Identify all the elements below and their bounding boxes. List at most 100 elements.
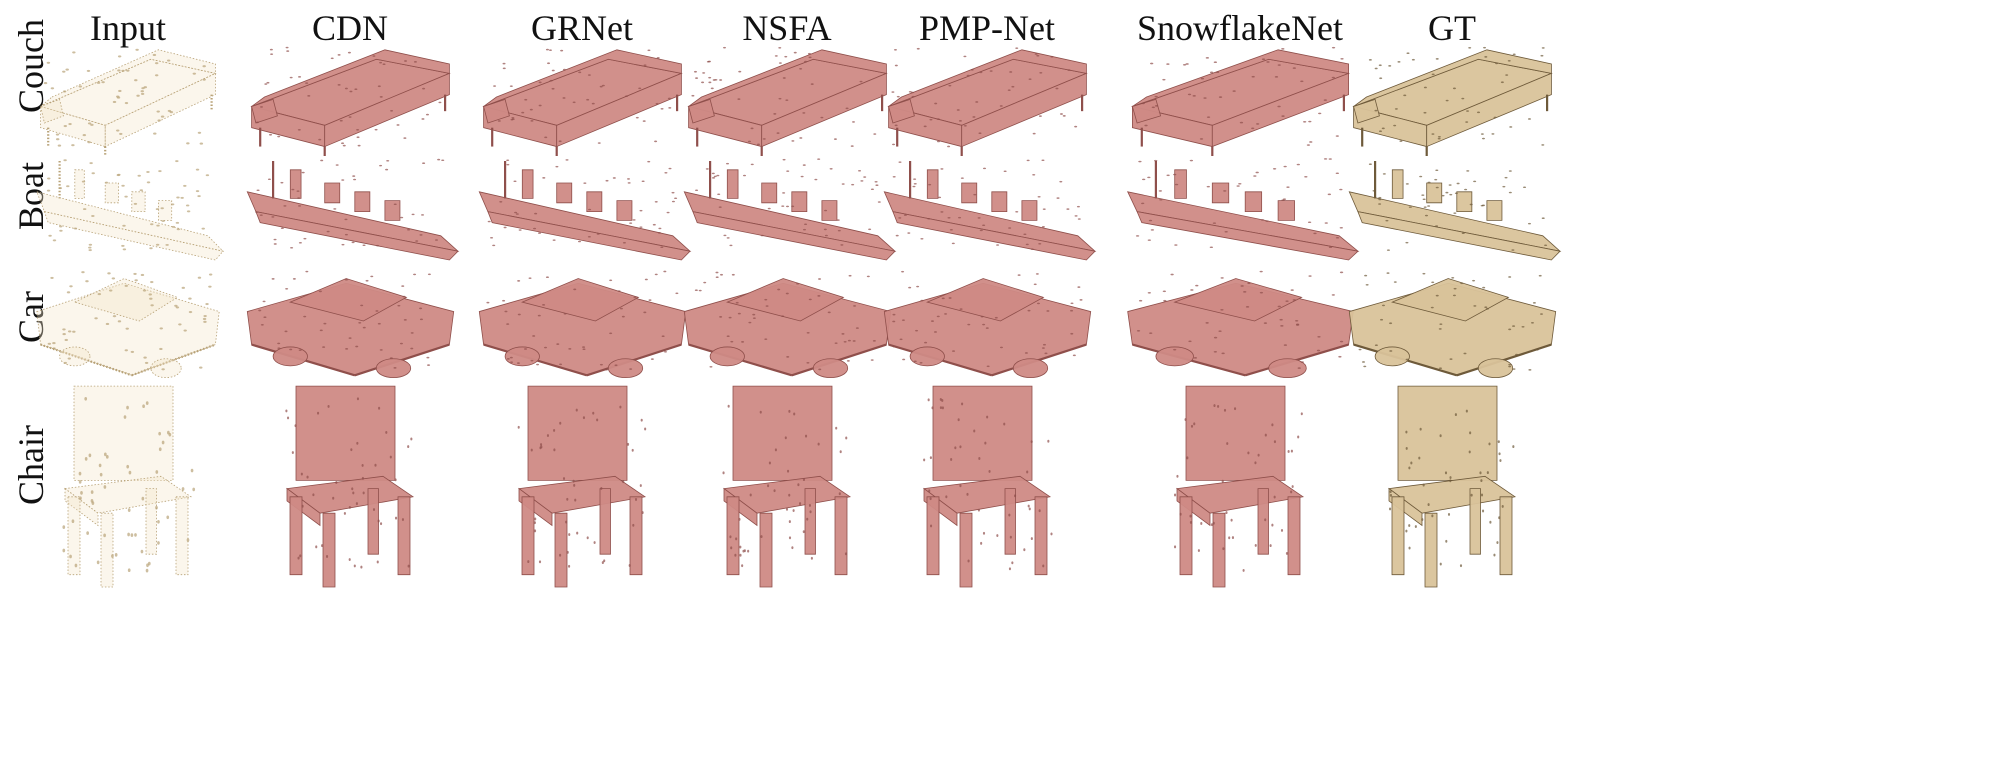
point-dot <box>874 184 878 186</box>
point-dot <box>365 279 369 282</box>
point-dot <box>982 167 986 170</box>
point-dot <box>167 430 170 435</box>
point-dot <box>1445 539 1448 543</box>
point-dot <box>1459 564 1463 568</box>
point-dot <box>959 484 962 488</box>
point-dot <box>362 244 366 247</box>
point-dot <box>89 162 93 165</box>
point-dot <box>1421 272 1425 275</box>
point-dot <box>939 397 942 401</box>
boat-part <box>961 183 976 203</box>
point-dot <box>389 109 393 112</box>
point-dot <box>1338 188 1342 191</box>
point-dot <box>1527 222 1531 225</box>
point-dot <box>348 90 352 93</box>
point-dot <box>291 451 294 454</box>
point-dot <box>646 49 650 52</box>
point-dot <box>1327 193 1331 196</box>
point-dot <box>1408 524 1411 527</box>
point-dot <box>1222 547 1225 551</box>
point-dot <box>772 113 776 115</box>
point-dot <box>851 121 855 123</box>
point-dot <box>1483 306 1487 309</box>
point-dot <box>124 101 129 105</box>
point-dot <box>332 496 335 500</box>
point-dot <box>657 227 661 230</box>
point-dot <box>348 558 351 561</box>
car-part <box>710 347 744 366</box>
point-dot <box>546 62 550 65</box>
couch-point-cloud <box>243 46 458 156</box>
chair-part <box>1398 386 1497 480</box>
result-couch-cdn <box>243 38 458 156</box>
point-dot <box>1059 113 1063 115</box>
point-dot <box>1279 318 1283 321</box>
boat-part <box>1456 192 1471 212</box>
point-dot <box>847 339 851 342</box>
point-dot <box>1463 188 1467 191</box>
point-dot <box>1285 186 1290 188</box>
point-dot <box>299 554 302 558</box>
point-dot <box>581 346 585 348</box>
point-dot <box>1472 180 1476 183</box>
point-dot <box>1273 440 1276 444</box>
point-dot <box>167 109 172 112</box>
point-dot <box>485 301 489 304</box>
point-dot <box>124 195 128 198</box>
boat-part <box>132 192 145 212</box>
point-dot <box>317 411 320 415</box>
point-dot <box>55 133 60 136</box>
point-dot <box>342 144 346 147</box>
boat-part <box>927 170 938 199</box>
point-dot <box>700 81 704 84</box>
point-dot <box>347 51 351 54</box>
point-dot <box>146 171 150 173</box>
point-dot <box>86 531 89 535</box>
point-dot <box>166 515 170 520</box>
point-dot <box>205 174 210 177</box>
point-dot <box>91 172 95 175</box>
point-dot <box>285 46 289 49</box>
point-dot <box>729 535 732 539</box>
point-dot <box>788 536 792 540</box>
point-dot <box>829 168 833 170</box>
point-dot <box>1076 205 1080 208</box>
point-dot <box>980 315 984 318</box>
point-dot <box>419 234 423 236</box>
point-dot <box>1312 232 1317 235</box>
point-dot <box>986 365 990 368</box>
point-dot <box>55 138 60 141</box>
point-dot <box>259 214 263 216</box>
point-dot <box>911 95 915 98</box>
result-car-nsfa <box>680 262 895 380</box>
point-dot <box>171 225 176 228</box>
point-dot <box>1339 227 1343 229</box>
point-dot <box>994 316 998 319</box>
point-dot <box>509 85 513 87</box>
point-dot <box>1038 115 1042 117</box>
point-dot <box>780 205 784 207</box>
point-dot <box>951 242 955 245</box>
point-dot <box>1014 494 1017 498</box>
point-dot <box>1226 442 1229 445</box>
point-dot <box>396 124 400 126</box>
boat-part <box>727 170 738 199</box>
point-dot <box>1389 493 1392 497</box>
point-dot <box>1008 71 1012 73</box>
point-dot <box>1438 367 1442 370</box>
point-dot <box>1205 56 1209 59</box>
point-dot <box>192 487 196 492</box>
point-dot <box>1254 543 1257 547</box>
point-dot <box>1444 191 1448 194</box>
point-dot <box>1212 521 1215 525</box>
point-dot <box>841 183 845 185</box>
point-dot <box>666 211 670 214</box>
point-dot <box>1539 54 1543 57</box>
point-dot <box>1448 358 1452 360</box>
point-dot <box>1460 97 1464 100</box>
car-part <box>273 347 307 366</box>
point-dot <box>425 113 429 116</box>
point-dot <box>371 55 375 57</box>
point-dot <box>632 296 636 299</box>
point-dot <box>1077 218 1081 220</box>
